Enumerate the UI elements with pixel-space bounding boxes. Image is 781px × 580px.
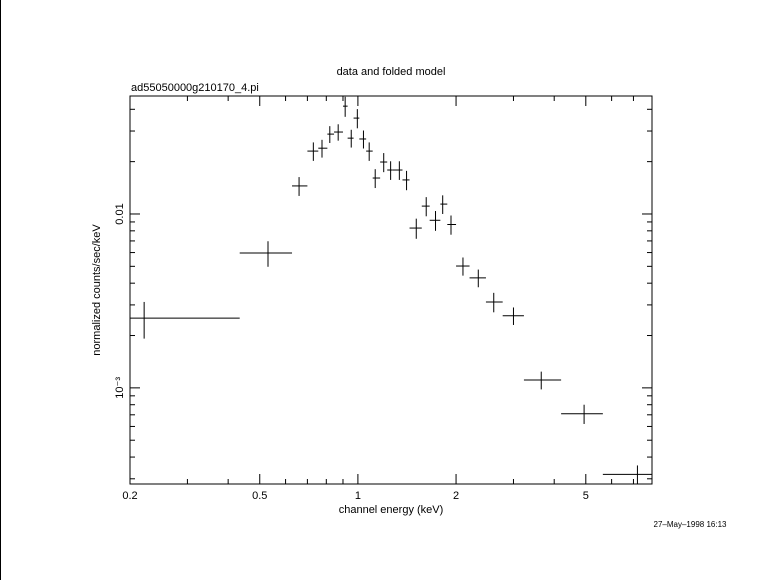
x-tick-label: 0.2 <box>122 490 137 502</box>
timestamp: 27–May–1998 16:13 <box>654 520 728 529</box>
x-tick-label: 0.5 <box>252 490 267 502</box>
y-tick-label: 10⁻³ <box>114 377 126 399</box>
x-axis-label: channel energy (keV) <box>339 504 444 516</box>
x-tick-label: 5 <box>583 490 589 502</box>
y-tick-label: 0.01 <box>114 203 126 224</box>
x-tick-label: 1 <box>355 490 361 502</box>
chart-title: data and folded model <box>337 66 446 78</box>
chart-subtitle: ad55050000g210170_4.pi <box>131 82 259 94</box>
y-axis-label: normalized counts/sec/keV <box>91 224 103 356</box>
x-tick-label: 2 <box>453 490 459 502</box>
plot-frame <box>129 95 653 485</box>
